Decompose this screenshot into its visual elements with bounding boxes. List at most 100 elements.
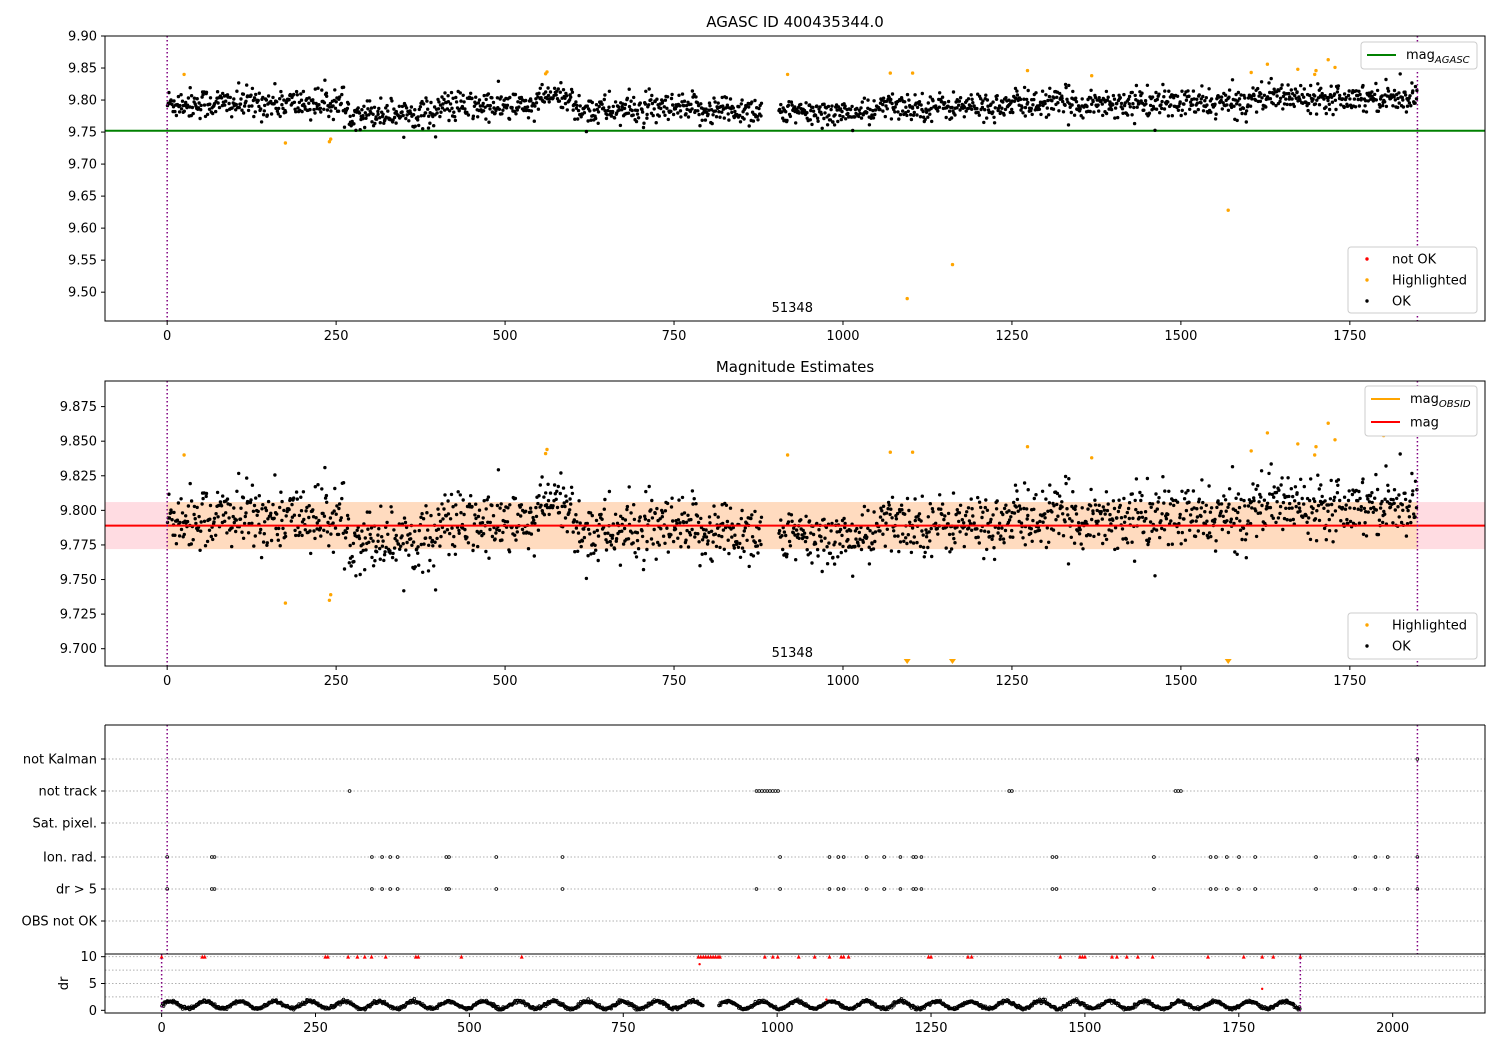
ok-point bbox=[1225, 519, 1229, 523]
ok-point bbox=[548, 491, 553, 495]
ok-point bbox=[329, 532, 333, 536]
ok-point bbox=[1221, 514, 1225, 518]
ok-point bbox=[1338, 93, 1342, 98]
ok-point bbox=[228, 95, 232, 100]
ok-point bbox=[1061, 534, 1066, 538]
ok-point bbox=[1010, 528, 1014, 533]
ok-point bbox=[179, 527, 184, 532]
ok-point bbox=[416, 551, 420, 555]
ok-point bbox=[926, 545, 930, 550]
ok-point bbox=[373, 121, 377, 126]
ok-point bbox=[927, 530, 931, 534]
ok-point bbox=[1219, 509, 1223, 514]
ok-point bbox=[595, 528, 599, 533]
ok-point bbox=[1046, 509, 1050, 513]
ok-point bbox=[304, 509, 308, 513]
ok-point bbox=[721, 104, 725, 108]
ok-point bbox=[362, 104, 366, 109]
ok-point bbox=[825, 545, 829, 549]
highlighted-point bbox=[1333, 65, 1337, 70]
highlighted-point bbox=[327, 598, 332, 602]
ok-point bbox=[1063, 103, 1067, 108]
ok-point bbox=[883, 114, 887, 119]
ok-point bbox=[308, 107, 312, 112]
ok-point bbox=[994, 97, 999, 102]
ok-point bbox=[816, 119, 820, 123]
ok-point bbox=[1234, 92, 1238, 97]
ok-point bbox=[922, 555, 926, 559]
ok-point bbox=[292, 100, 297, 105]
ok-point bbox=[237, 471, 241, 476]
ok-point bbox=[423, 536, 428, 540]
ok-point bbox=[448, 531, 452, 536]
ok-point bbox=[482, 93, 486, 98]
ok-point bbox=[913, 497, 917, 501]
ok-point bbox=[890, 92, 895, 96]
legend-label-mag: mag bbox=[1410, 416, 1439, 431]
ok-point bbox=[456, 490, 460, 494]
ok-point bbox=[1308, 93, 1312, 98]
ok-point bbox=[278, 544, 282, 548]
ok-point bbox=[885, 527, 889, 531]
ok-point bbox=[368, 532, 372, 537]
ok-point bbox=[586, 119, 590, 123]
ok-point bbox=[625, 507, 629, 512]
ok-point bbox=[848, 529, 853, 533]
ok-point bbox=[1327, 517, 1332, 522]
ok-point bbox=[737, 105, 741, 109]
ok-point bbox=[309, 551, 313, 556]
ok-point bbox=[881, 96, 886, 100]
ok-point bbox=[261, 95, 265, 100]
ok-point bbox=[634, 119, 639, 124]
ok-point bbox=[1274, 520, 1278, 525]
ok-point bbox=[893, 105, 897, 109]
ok-point bbox=[426, 126, 431, 130]
ok-point bbox=[1392, 488, 1397, 492]
ok-point bbox=[1352, 506, 1357, 511]
ok-point bbox=[887, 503, 891, 507]
ok-point bbox=[977, 541, 981, 545]
ok-point bbox=[1104, 537, 1109, 542]
ok-point bbox=[540, 475, 544, 479]
ok-point bbox=[1251, 86, 1255, 90]
ok-point bbox=[785, 552, 789, 556]
ok-point bbox=[638, 515, 642, 519]
ok-point bbox=[221, 513, 226, 517]
ok-point bbox=[1309, 83, 1313, 88]
ok-point bbox=[889, 507, 893, 511]
ok-point bbox=[253, 110, 257, 114]
ok-point bbox=[753, 509, 757, 514]
ok-point bbox=[977, 500, 982, 504]
ok-point bbox=[290, 502, 294, 507]
ok-point bbox=[594, 116, 598, 121]
ok-point bbox=[1111, 93, 1116, 98]
ok-point bbox=[334, 100, 338, 104]
ok-point bbox=[1260, 96, 1264, 100]
ok-point bbox=[711, 540, 715, 544]
ok-point bbox=[575, 520, 579, 524]
ok-point bbox=[534, 505, 538, 510]
ok-point bbox=[313, 485, 317, 489]
legend-marker bbox=[1365, 257, 1369, 261]
ok-point bbox=[1022, 85, 1027, 90]
highlighted-point bbox=[329, 593, 333, 597]
ok-point bbox=[1162, 107, 1167, 111]
ok-point bbox=[892, 529, 896, 533]
ok-point bbox=[860, 513, 864, 517]
ok-point bbox=[1285, 518, 1289, 522]
ok-point bbox=[1256, 86, 1260, 91]
ok-point bbox=[255, 513, 259, 517]
ok-point bbox=[901, 109, 905, 113]
ok-point bbox=[194, 521, 198, 526]
ok-point bbox=[1350, 492, 1355, 497]
ok-point bbox=[1071, 89, 1075, 94]
ok-point bbox=[495, 96, 500, 100]
ok-point bbox=[1096, 103, 1100, 107]
ok-point bbox=[1251, 482, 1255, 486]
ok-point bbox=[1222, 494, 1226, 498]
ok-point bbox=[1127, 516, 1132, 521]
ok-point bbox=[465, 535, 469, 539]
ok-point bbox=[823, 111, 827, 115]
ok-point bbox=[713, 532, 718, 536]
ok-point bbox=[548, 90, 553, 94]
